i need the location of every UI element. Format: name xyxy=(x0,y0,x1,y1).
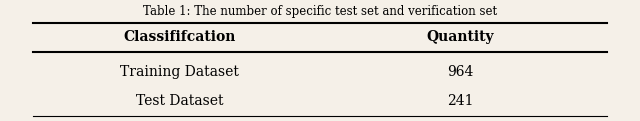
Text: Classififcation: Classififcation xyxy=(124,30,236,44)
Text: Quantity: Quantity xyxy=(426,30,494,44)
Text: Training Dataset: Training Dataset xyxy=(120,65,239,79)
Text: Test Dataset: Test Dataset xyxy=(136,94,223,108)
Text: Table 1: The number of specific test set and verification set: Table 1: The number of specific test set… xyxy=(143,5,497,18)
Text: 241: 241 xyxy=(447,94,474,108)
Text: 964: 964 xyxy=(447,65,474,79)
